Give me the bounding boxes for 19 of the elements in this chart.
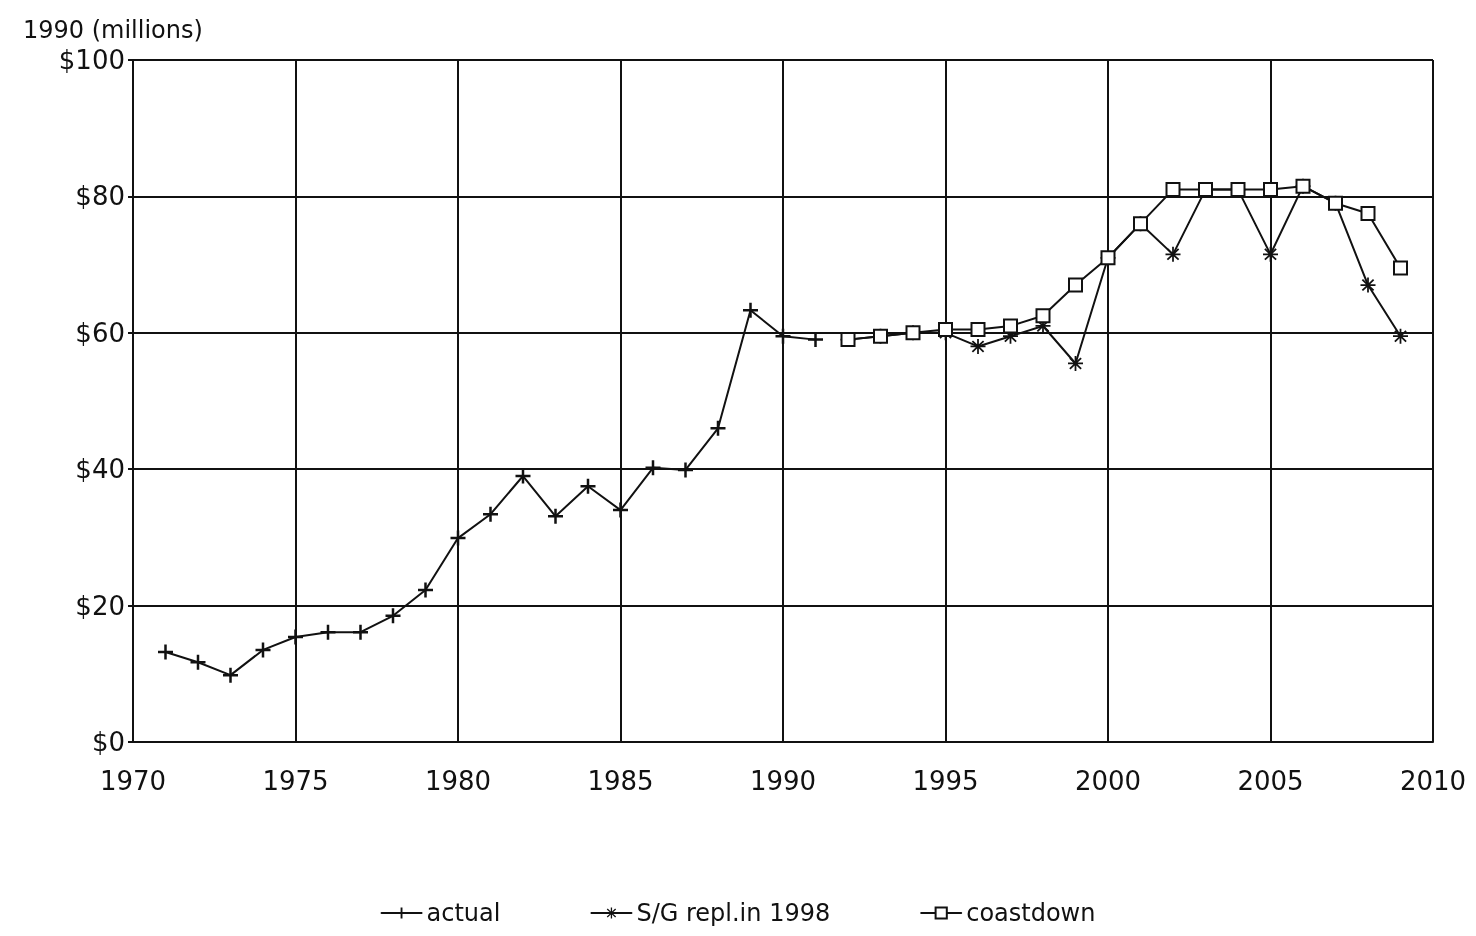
x-tick-label: 1970 <box>99 766 167 796</box>
legend-label: coastdown <box>966 899 1096 927</box>
x-tick-label: 1985 <box>587 766 654 796</box>
y-tick-label: $20 <box>75 590 125 621</box>
y-tick-label: $0 <box>91 727 125 757</box>
y-axis-title: 1990 (millions) <box>23 16 203 44</box>
x-tick-label: 2005 <box>1237 766 1304 796</box>
x-tick-label: 1975 <box>262 766 329 796</box>
x-tick-label: 1990 <box>749 766 817 796</box>
x-tick-label: 2010 <box>1399 766 1467 796</box>
y-tick-label: $100 <box>58 45 125 75</box>
x-tick-label: 2000 <box>1074 766 1142 796</box>
x-tick-label: 1995 <box>912 766 979 796</box>
legend-label: actual <box>426 899 501 927</box>
y-tick-label: $60 <box>75 317 125 348</box>
legend-label: S/G repl.in 1998 <box>636 899 831 927</box>
y-tick-label: $40 <box>75 454 125 485</box>
x-tick-label: 1980 <box>424 766 492 796</box>
y-tick-label: $80 <box>75 181 125 212</box>
